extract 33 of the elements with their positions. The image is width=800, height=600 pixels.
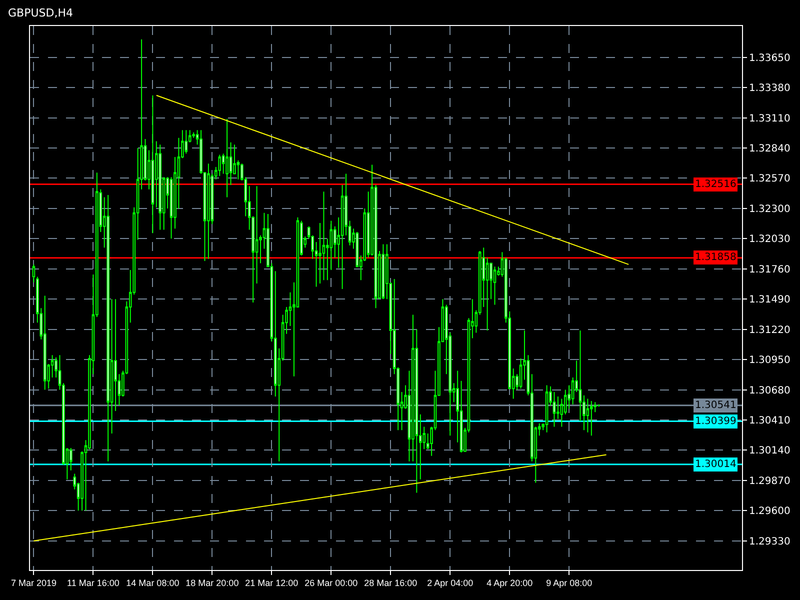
- y-tick-label: 1.29600: [749, 506, 790, 518]
- y-tick-label: 1.33380: [749, 83, 790, 94]
- ref-line-label: 1.30014: [695, 459, 736, 470]
- chart-title: GBPUSD,H4: [8, 6, 73, 20]
- ref-line-label: 1.30399: [695, 416, 736, 427]
- x-tick-label: 4 Apr 20:00: [486, 578, 533, 588]
- x-tick-label: 7 Mar 2019: [10, 578, 56, 588]
- y-tick-label: 1.32840: [749, 144, 790, 155]
- y-tick-label: 1.31490: [749, 294, 790, 306]
- x-tick-label: 28 Mar 16:00: [364, 578, 418, 588]
- y-tick-label: 1.31220: [749, 324, 790, 336]
- y-tick-label: 1.33650: [749, 52, 790, 64]
- y-tick-label: 1.29330: [749, 536, 790, 548]
- x-tick-label: 11 Mar 16:00: [67, 578, 120, 588]
- y-tick-label: 1.29870: [749, 476, 790, 487]
- y-tick-label: 1.30410: [749, 416, 790, 427]
- y-tick-label: 1.31760: [749, 264, 790, 276]
- y-tick-label: 1.32030: [749, 234, 790, 246]
- ref-line-label: 1.31858: [695, 252, 736, 263]
- y-tick-label: 1.30680: [749, 385, 790, 396]
- y-tick-label: 1.32570: [749, 174, 790, 185]
- ref-line-label: 1.32516: [695, 179, 736, 190]
- ref-line-label: 1.30541: [695, 400, 736, 411]
- y-tick-label: 1.30140: [749, 446, 790, 457]
- y-tick-label: 1.30950: [749, 355, 790, 366]
- x-tick-label: 21 Mar 12:00: [245, 578, 298, 588]
- x-tick-label: 26 Mar 00:00: [304, 578, 358, 588]
- x-tick-label: 9 Apr 08:00: [546, 578, 592, 588]
- x-tick-label: 14 Mar 08:00: [126, 578, 180, 588]
- y-tick-label: 1.32300: [749, 204, 790, 215]
- y-tick-label: 1.33110: [749, 113, 790, 124]
- x-tick-label: 2 Apr 04:00: [427, 578, 474, 588]
- x-tick-label: 18 Mar 20:00: [186, 578, 239, 588]
